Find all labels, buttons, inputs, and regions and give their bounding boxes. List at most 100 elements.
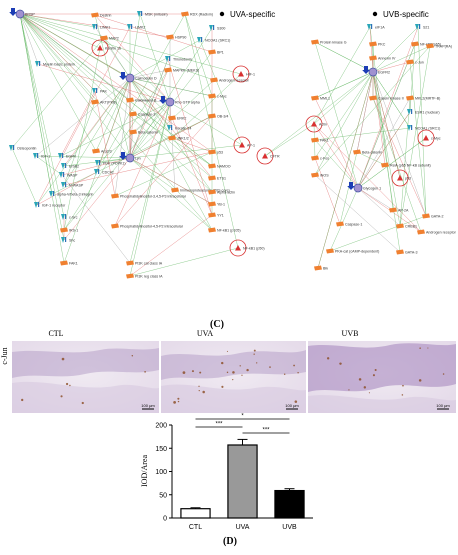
svg-text:Casein kinase II: Casein kinase II bbox=[378, 97, 404, 101]
svg-text:Rho GTP alpha: Rho GTP alpha bbox=[175, 101, 200, 105]
legend-uva: UVA-specific bbox=[219, 10, 275, 19]
node-mml1: MML1 bbox=[311, 95, 330, 101]
svg-text:Calmodulin D: Calmodulin D bbox=[135, 77, 157, 81]
svg-text:alpha-V/beta-3 integrin: alpha-V/beta-3 integrin bbox=[57, 193, 93, 197]
node-mapkk-meks: MAPKK (MEKS) bbox=[164, 67, 199, 73]
node-keratin-14: Keratin 14 bbox=[167, 125, 191, 131]
panel-c-label: (C) bbox=[210, 319, 224, 330]
stain-dot bbox=[60, 395, 63, 398]
svg-text:ETS1: ETS1 bbox=[217, 177, 226, 181]
stain-dot bbox=[294, 400, 298, 403]
svg-text:BP1: BP1 bbox=[217, 51, 224, 55]
stain-dot bbox=[81, 401, 84, 405]
svg-text:LIMK2: LIMK2 bbox=[135, 26, 145, 30]
stain-dot bbox=[131, 355, 134, 357]
stain-dot bbox=[372, 374, 375, 377]
stain-dot bbox=[293, 364, 295, 367]
svg-text:YY1: YY1 bbox=[217, 214, 224, 218]
panel-d-label: (D) bbox=[223, 536, 237, 547]
stain-dot bbox=[226, 350, 228, 352]
svg-text:CDC42: CDC42 bbox=[102, 171, 114, 175]
node-pka-cat-camp-dependent: PKA-cat (cAMP-dependent) bbox=[326, 248, 379, 254]
stain-dot bbox=[256, 362, 258, 364]
svg-text:LIMK1: LIMK1 bbox=[100, 26, 110, 30]
stain-dot bbox=[226, 371, 229, 374]
node-nf-kb1-p105: NF-kB1 (p105) bbox=[208, 227, 241, 233]
node-nf-kb1-p50: NF-kB1 (p50) bbox=[229, 239, 265, 257]
stain-dot bbox=[144, 370, 146, 373]
error-bar-uva bbox=[237, 438, 248, 445]
svg-text:Alpha-actin: Alpha-actin bbox=[217, 191, 235, 195]
svg-text:MML1: MML1 bbox=[320, 97, 330, 101]
significance-uva-uvb: *** bbox=[242, 428, 290, 434]
svg-text:eIF1A: eIF1A bbox=[375, 26, 385, 30]
svg-text:TRAP(RA): TRAP(RA) bbox=[435, 45, 452, 49]
svg-text:Calcineurin B: Calcineurin B bbox=[135, 99, 157, 103]
stain-dot bbox=[173, 400, 176, 404]
stain-dot bbox=[198, 389, 200, 392]
stain-dot bbox=[246, 368, 249, 372]
node-blk: Blk bbox=[314, 265, 328, 271]
svg-text:MKL2(MRTF-B): MKL2(MRTF-B) bbox=[415, 97, 440, 101]
svg-text:Androgen receptor: Androgen receptor bbox=[426, 231, 457, 235]
node-ap-2a: AP-2A bbox=[389, 207, 409, 213]
stain-dot bbox=[326, 357, 330, 360]
stain-dot bbox=[401, 394, 404, 396]
significance-ctl-uvb: * bbox=[195, 414, 290, 420]
svg-text:BRSP: BRSP bbox=[25, 13, 35, 17]
x-tick-labels: CTL UVA UVB bbox=[189, 524, 297, 531]
svg-text:Beta-catenin: Beta-catenin bbox=[138, 131, 158, 135]
svg-text:Arp2/3: Arp2/3 bbox=[101, 150, 112, 154]
y-tick-label-100: 100 bbox=[155, 469, 167, 476]
stain-dot bbox=[368, 392, 370, 394]
svg-text:JNK1/2: JNK1/2 bbox=[177, 137, 189, 141]
svg-text:PI3K reg class IA: PI3K reg class IA bbox=[135, 275, 163, 279]
node-alpha-actin: Alpha-actin bbox=[208, 189, 235, 195]
stain-dot bbox=[232, 371, 235, 374]
node-phosphatidylinositol-4-5-p2-intracellular: Phosphatidylinositol-4,5-P2 intracellula… bbox=[111, 223, 184, 229]
node-immunoproteasome-20s-core: Immunoproteasome (20S core) bbox=[171, 187, 230, 193]
svg-text:c-Jun: c-Jun bbox=[415, 61, 424, 65]
node-phosphatidylinositol-3-4-5-p3-intracellular: Phosphatidylinositol-3,4,5-P3 intracellu… bbox=[111, 193, 187, 199]
y-tick-label-0: 0 bbox=[163, 516, 167, 523]
node-namoo: NAMOO bbox=[208, 163, 231, 169]
svg-text:YB-1: YB-1 bbox=[217, 203, 225, 207]
node-limk1: LIMK1 bbox=[92, 24, 110, 30]
stain-dot bbox=[21, 398, 24, 402]
svg-text:Caspase-1: Caspase-1 bbox=[345, 223, 362, 227]
svg-text:c-Fos: c-Fos bbox=[320, 157, 329, 161]
node-calmodulin-d: Calmodulin D bbox=[119, 72, 157, 83]
node-thioredoxin: Thioredoxin bbox=[165, 56, 192, 62]
node-rho-gtp-alpha: Rho GTP alpha bbox=[159, 96, 200, 107]
svg-text:HSP90: HSP90 bbox=[175, 36, 186, 40]
node-mkl2-mrtf-b: MKL2(MRTF-B) bbox=[406, 95, 440, 101]
svg-text:CFTR: CFTR bbox=[270, 155, 280, 159]
node-gata-3: GATA-3 bbox=[396, 249, 417, 255]
svg-text:MAPKK (MEKS): MAPKK (MEKS) bbox=[173, 69, 199, 73]
node-beta-catenin: Beta-catenin bbox=[353, 149, 382, 155]
svg-text:S300: S300 bbox=[217, 27, 225, 31]
network-edges bbox=[11, 13, 431, 277]
node-rela-p65-nf-kb-subunit: RelA (p65 NF-kB subunit) bbox=[381, 162, 431, 168]
node-pkc: PKC bbox=[369, 41, 386, 47]
node-rdx-radixin: RDX (Radixin) bbox=[181, 11, 213, 17]
node-yb-1: YB-1 bbox=[208, 201, 225, 207]
significance-label: * bbox=[241, 414, 244, 420]
svg-text:Immunoproteasome (20S core): Immunoproteasome (20S core) bbox=[180, 189, 230, 193]
svg-text:PDK (PDPK1): PDK (PDPK1) bbox=[103, 162, 126, 166]
node-hsp90: HSP90 bbox=[166, 34, 186, 40]
stain-dot bbox=[69, 384, 71, 387]
stain-dot bbox=[374, 368, 377, 372]
node-wasp: WASP bbox=[59, 172, 78, 178]
node-brsp: BRSP bbox=[9, 8, 35, 19]
stain-dot bbox=[61, 357, 65, 361]
svg-text:CREB1: CREB1 bbox=[405, 225, 417, 229]
svg-text:MSK (mitosin): MSK (mitosin) bbox=[145, 13, 168, 17]
svg-text:Phosphatidylinositol-4,5-P2 in: Phosphatidylinositol-4,5-P2 intracellula… bbox=[120, 225, 184, 229]
stain-dot bbox=[358, 378, 362, 381]
svg-text:Keratin 14: Keratin 14 bbox=[175, 127, 191, 131]
node-pi3k-reg-class-ia: PI3K reg class IA bbox=[126, 273, 163, 279]
histology-row-label: c-Jun bbox=[0, 347, 9, 364]
node-myelin-basic-protein: Myelin basic protein bbox=[35, 61, 75, 67]
